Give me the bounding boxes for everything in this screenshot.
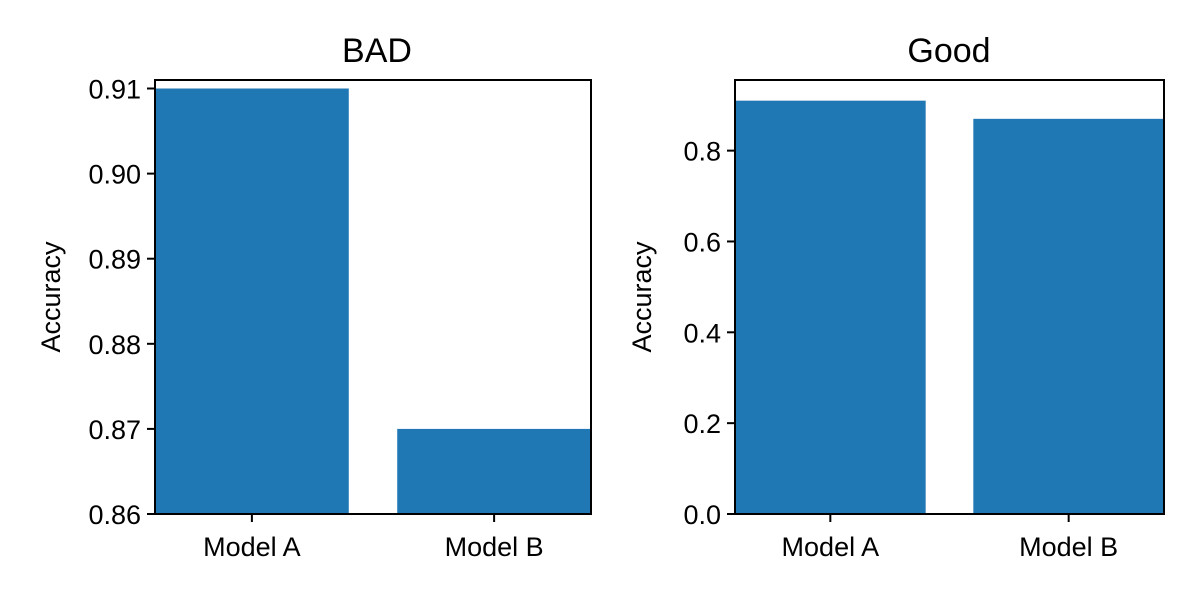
x-tick-label: Model B (1019, 532, 1118, 562)
chart-title: BAD (342, 32, 412, 70)
x-tick-label: Model B (445, 532, 544, 562)
bar-model-a (155, 88, 349, 515)
chart-panel-bad: BAD Accuracy 0.86 0.87 0.88 0.89 0.90 0.91 Mod… (36, 32, 592, 562)
bar-model-b (973, 118, 1164, 514)
y-tick-label: 0.88 (88, 330, 141, 360)
axes-frame (734, 79, 1165, 515)
y-tick-label: 0.89 (88, 245, 141, 275)
y-tick-label: 0.0 (683, 500, 721, 530)
y-tick-label: 0.2 (683, 409, 721, 439)
y-axis-label: Accuracy (36, 241, 66, 353)
chart-panel-good: Good Accuracy 0.0 0.2 0.4 0.6 0.8 Model A Mode… (627, 32, 1165, 562)
y-tick-label: 0.6 (683, 227, 721, 257)
y-tick-label: 0.87 (88, 415, 141, 445)
y-tick-label: 0.4 (683, 318, 721, 348)
x-tick-label: Model A (782, 532, 880, 562)
bar-model-b (397, 428, 591, 514)
y-tick-label: 0.90 (88, 160, 141, 190)
chart-title: Good (907, 32, 990, 70)
axes-frame (154, 79, 592, 515)
y-tick-label: 0.8 (683, 137, 721, 167)
x-tick-label: Model A (203, 532, 301, 562)
y-tick-label: 0.91 (88, 75, 141, 105)
bar-model-a (735, 100, 926, 515)
y-axis-label: Accuracy (627, 241, 657, 353)
y-tick-label: 0.86 (88, 500, 141, 530)
